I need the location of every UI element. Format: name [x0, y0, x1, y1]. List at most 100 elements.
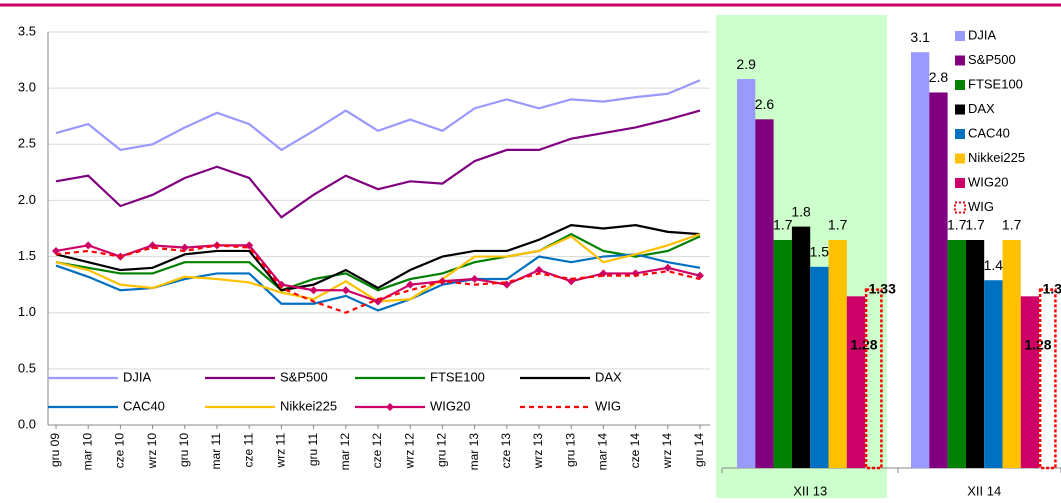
x-tick-label: cze 10: [113, 433, 127, 469]
data-label: 2.6: [755, 96, 775, 112]
bar: [911, 52, 930, 469]
series-line: [55, 109, 701, 219]
data-label: 1.7: [828, 217, 848, 233]
data-label: 1.33: [1043, 281, 1061, 297]
point-marker: [309, 286, 318, 295]
x-tick-label: gru 09: [48, 433, 62, 467]
x-tick-label: wrz 14: [660, 433, 674, 470]
legend-label: Nikkei225: [968, 150, 1025, 165]
data-label: 1.7: [773, 217, 793, 233]
legend-label: FTSE100: [430, 369, 485, 384]
point-marker: [663, 263, 672, 272]
legend-label: CAC40: [968, 125, 1010, 140]
bar: [737, 79, 756, 468]
x-tick-label: XII 13: [793, 483, 827, 498]
legend-swatch: [955, 129, 965, 139]
bar: [846, 296, 866, 468]
data-label: 2.9: [736, 56, 756, 72]
y-tick-label: 3.5: [18, 23, 36, 38]
legend-swatch: [955, 31, 965, 41]
x-tick-label: wrz 13: [531, 433, 545, 470]
data-label: 1.5: [810, 244, 830, 260]
y-tick-label: 2.0: [18, 192, 36, 207]
x-tick-label: cze 11: [241, 433, 255, 468]
bar: [810, 266, 829, 468]
legend-label: S&P500: [968, 52, 1016, 67]
data-label: 1.8: [791, 203, 811, 219]
bar: [1002, 240, 1021, 468]
x-tick-label: wrz 10: [145, 433, 159, 470]
y-tick-label: 1.5: [18, 248, 36, 263]
legend-label: CAC40: [123, 398, 165, 413]
x-tick-label: wrz 11: [274, 433, 288, 469]
legend-label: DAX: [595, 369, 622, 384]
x-tick-label: gru 11: [306, 433, 320, 466]
bar: [1038, 288, 1057, 470]
bar: [984, 280, 1003, 468]
data-label: 2.8: [929, 69, 949, 85]
series-line: [55, 244, 701, 314]
legend-label: WIG: [968, 199, 994, 214]
y-tick-label: 0.0: [18, 416, 36, 431]
point-marker: [535, 266, 543, 275]
legend-label: FTSE100: [968, 76, 1023, 91]
legend-label: Nikkei225: [280, 398, 337, 413]
x-tick-label: wrz 12: [402, 433, 416, 470]
point-marker: [470, 275, 479, 284]
x-tick-label: mar 12: [338, 433, 352, 471]
legend-swatch: [955, 104, 965, 115]
point-marker: [84, 241, 93, 250]
data-label: 1.33: [869, 281, 896, 297]
bar: [828, 240, 847, 468]
point-marker: [52, 246, 60, 255]
data-label: 1.7: [947, 217, 967, 233]
bar: [1020, 296, 1040, 468]
data-label: 1.28: [1024, 337, 1051, 353]
bar: [791, 226, 811, 468]
legend-label: WIG20: [430, 398, 470, 413]
x-tick-label: mar 10: [80, 433, 94, 471]
point-marker: [341, 286, 350, 295]
y-tick-label: 2.5: [18, 136, 36, 151]
legend-marker: [386, 403, 394, 411]
data-label: 1.7: [965, 217, 985, 233]
legend-label: DAX: [968, 101, 995, 116]
point-marker: [180, 243, 189, 252]
data-label: 3.1: [910, 29, 930, 45]
bar: [929, 92, 948, 469]
x-tick-label: gru 14: [692, 433, 706, 467]
x-tick-label: cze 14: [628, 433, 642, 469]
data-label: 1.28: [850, 337, 877, 353]
x-tick-label: mar 13: [467, 433, 481, 471]
bar: [965, 240, 985, 468]
data-label: 1.4: [984, 257, 1004, 273]
data-label: 1.7: [1002, 217, 1022, 233]
x-tick-label: mar 14: [596, 433, 610, 471]
legend-swatch: [955, 55, 965, 66]
x-tick-label: cze 13: [499, 433, 513, 469]
legend-label: WIG: [595, 398, 621, 413]
x-tick-label: cze 12: [370, 433, 384, 469]
x-tick-label: gru 10: [177, 433, 191, 467]
legend-label: S&P500: [280, 369, 328, 384]
bar: [755, 119, 774, 468]
legend-label: DJIA: [968, 27, 997, 42]
series-line: [55, 224, 701, 292]
y-tick-label: 3.0: [18, 80, 36, 95]
x-tick-label: mar 11: [209, 433, 223, 470]
legend-swatch: [955, 178, 965, 188]
legend-label: DJIA: [123, 369, 152, 384]
series-line: [55, 79, 701, 152]
bar: [773, 240, 792, 468]
y-tick-label: 0.5: [18, 360, 36, 375]
y-tick-label: 1.0: [18, 304, 36, 319]
series-line: [55, 232, 701, 292]
bar: [864, 288, 883, 470]
point-marker: [406, 280, 415, 289]
x-tick-label: gru 12: [435, 433, 449, 467]
legend-swatch: [955, 153, 965, 164]
x-tick-label: XII 14: [967, 483, 1001, 498]
legend-swatch: [955, 80, 965, 90]
bar: [947, 240, 966, 468]
